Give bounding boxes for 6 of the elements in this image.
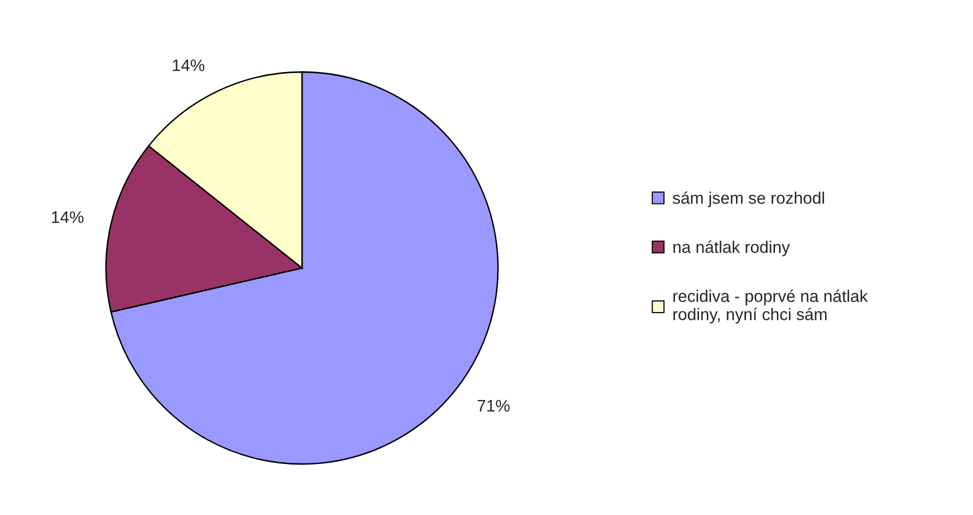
legend-label: sám jsem se rozhodl <box>672 191 824 208</box>
data-label: 14% <box>172 59 204 72</box>
data-label: 71% <box>478 400 510 412</box>
legend-label: na nátlak rodiny <box>673 240 790 256</box>
data-label: 14% <box>52 211 84 223</box>
legend-label: recidiva - poprvé na nátlak rodiny, nyní chci sám <box>673 290 868 324</box>
